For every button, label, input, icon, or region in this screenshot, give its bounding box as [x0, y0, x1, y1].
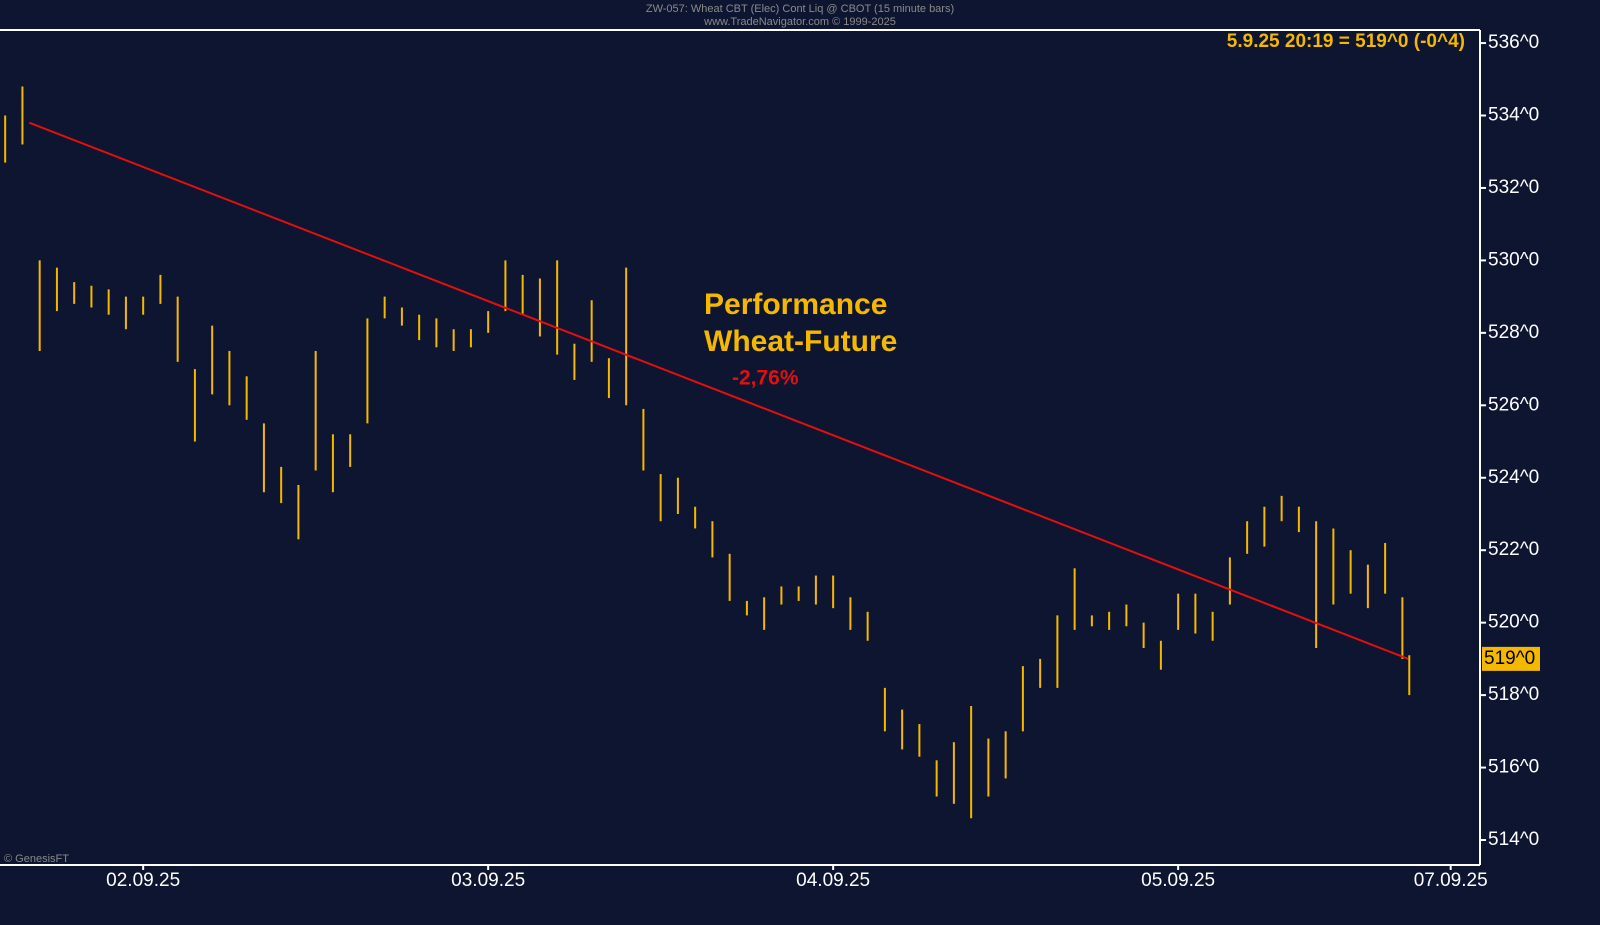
- y-tick-label: 516^0: [1488, 757, 1539, 778]
- quote: 5.9.25 20:19 = 519^0 (-0^4): [1227, 31, 1465, 52]
- y-tick-label: 522^0: [1488, 539, 1539, 560]
- last-price-tag: [1482, 646, 1540, 671]
- last-price-label: 519^0: [1484, 648, 1535, 669]
- trendline: [28, 121, 1409, 660]
- marks: 514^0 516^0 518^0 520^0 522^0 524^0 526^0 528^0…: [4, 32, 1540, 891]
- y-tick-label: 514^0: [1488, 829, 1539, 850]
- x-tick-label: 03.09.25: [451, 870, 525, 891]
- x-tick-label: 05.09.25: [1141, 870, 1215, 891]
- y-tick-label: 520^0: [1488, 612, 1539, 633]
- credit: © GenesisFT: [4, 853, 69, 865]
- y-tick-label: 528^0: [1488, 322, 1539, 343]
- annotation: -2,76%: [732, 367, 799, 390]
- y-tick-label: 534^0: [1488, 105, 1539, 126]
- annotation: Wheat-Future: [704, 325, 897, 358]
- chart-title: ZW-057: Wheat CBT (Elec) Cont Liq @ CBOT…: [646, 3, 954, 15]
- y-tick-label: 526^0: [1488, 394, 1539, 415]
- x-tick-label: 04.09.25: [796, 870, 870, 891]
- y-tick-label: 532^0: [1488, 177, 1539, 198]
- x-tick-label: 02.09.25: [106, 870, 180, 891]
- x-tick-label: 07.09.25: [1414, 870, 1488, 891]
- y-tick-label: 536^0: [1488, 32, 1539, 53]
- y-tick-label: 524^0: [1488, 467, 1539, 488]
- y-tick-label: 530^0: [1488, 249, 1539, 270]
- annotation: Performance: [704, 288, 887, 321]
- y-tick-label: 518^0: [1488, 684, 1539, 705]
- chart-subtitle: www.TradeNavigator.com © 1999-2025: [703, 16, 896, 28]
